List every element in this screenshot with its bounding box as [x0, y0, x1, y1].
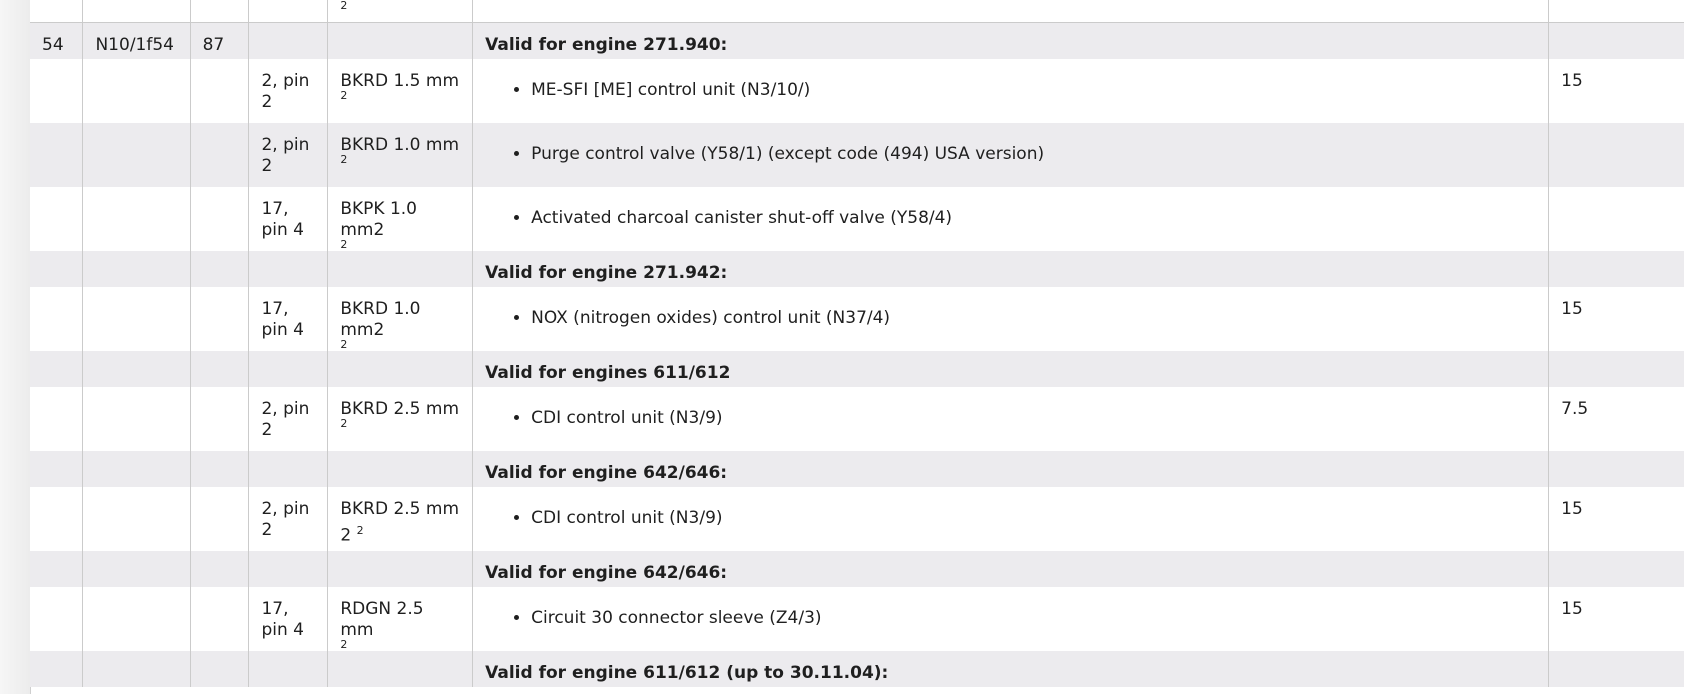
consumer-item: ME-SFI [ME] control unit (N3/10/) [531, 79, 1536, 101]
wire-sup: 2 [340, 0, 348, 12]
wire-spec: BKRD 1.0 mm 2 [327, 122, 473, 187]
engine-heading: Valid for engine 642/646: [472, 450, 1549, 487]
wire-spec: BKRD 2.5 mm 2 2 [327, 486, 473, 551]
fuse-amperage: 15 [1548, 586, 1684, 651]
engine-heading: Valid for engine 611/612 (up to 30.11.04… [472, 650, 1549, 687]
connector-pin: 2, pin 2 [248, 58, 328, 123]
table-row: Valid for engine 271.942: [30, 250, 1684, 287]
table-row: Valid for engine 611/612 (up to 30.11.04… [30, 650, 1684, 687]
fuse-number: 54 [30, 22, 83, 59]
table-row: 54 N10/1f54 87 Valid for engine 271.940: [30, 22, 1684, 59]
wire-spec: BKPK 1.0 mm2 2 [327, 186, 473, 251]
table-row: 2, pin 2 BKRD 1.5 mm2 ME-SFI [ME] contro… [30, 58, 1684, 123]
connector-pin: 17, pin 4 [248, 286, 328, 351]
fuse-amperage: 15 [1548, 286, 1684, 351]
engine-heading: Valid for engine 271.942: [472, 250, 1549, 287]
connector-pin: 17, pin 4 [248, 186, 328, 251]
consumer-item: NOX (nitrogen oxides) control unit (N37/… [531, 307, 1536, 329]
fuse-amperage [1548, 186, 1684, 251]
table-row: Valid for engines 611/612 [30, 350, 1684, 387]
table-row: 2, pin 2 BKRD 2.5 mm2 2 CDI control unit… [30, 486, 1684, 551]
table-row: 2, pin 2 BKRD 1.0 mm2 Purge control valv… [30, 122, 1684, 187]
wire-spec: BKRD 1.0 mm2 2 [327, 286, 473, 351]
connector-pin: 2, pin 2 [248, 386, 328, 451]
wire-spec: BKRD 1.5 mm 2 [327, 58, 473, 123]
table-row: Valid for engine 642/646: [30, 550, 1684, 587]
engine-heading: Valid for engine 642/646: [472, 550, 1549, 587]
engine-heading: Valid for engines 611/612 [472, 350, 1549, 387]
fuse-amperage: 15 [1548, 58, 1684, 123]
connector-pin: 17, pin 4 [248, 586, 328, 651]
engine-heading: Valid for engine 271.940: [472, 22, 1549, 59]
table-row: 2 [30, 0, 1684, 23]
wire-spec: RDGN 2.5 mm 2 [327, 586, 473, 651]
consumer-item: CDI control unit (N3/9) [531, 507, 1536, 529]
connector-pin: 2, pin 2 [248, 486, 328, 551]
consumer-item: Purge control valve (Y58/1) (except code… [531, 143, 1536, 165]
connector-pin: 2, pin 2 [248, 122, 328, 187]
wire-spec: BKRD 2.5 mm 2 [327, 386, 473, 451]
fuse-amperage: 7.5 [1548, 386, 1684, 451]
table-row: Valid for engine 642/646: [30, 450, 1684, 487]
relay-terminal: 87 [189, 22, 249, 59]
consumer-item: Activated charcoal canister shut-off val… [531, 207, 1536, 229]
table-row: 17, pin 4 RDGN 2.5 mm2 Circuit 30 connec… [30, 586, 1684, 651]
left-gutter [0, 0, 31, 694]
fuse-id: N10/1f54 [82, 22, 191, 59]
fuse-amperage: 15 [1548, 486, 1684, 551]
fuse-amperage [1548, 122, 1684, 187]
fuse-relay-table: 2 54 N10/1f54 87 Valid for engine 271.94… [30, 0, 1684, 687]
table-row: 2, pin 2 BKRD 2.5 mm2 CDI control unit (… [30, 386, 1684, 451]
consumer-item: Circuit 30 connector sleeve (Z4/3) [531, 607, 1536, 629]
consumer-item: CDI control unit (N3/9) [531, 407, 1536, 429]
